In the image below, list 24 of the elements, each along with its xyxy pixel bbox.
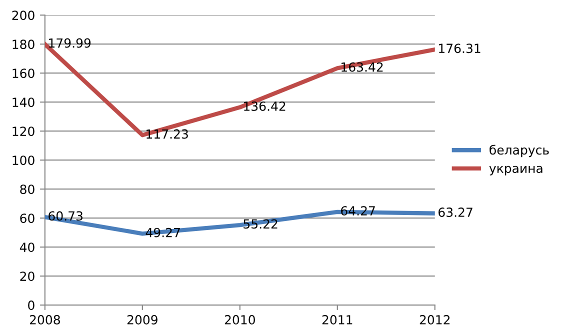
y-tick-label: 20 [20, 272, 34, 282]
legend-label: беларусь [490, 144, 549, 158]
y-tick-label: 120 [12, 126, 34, 136]
x-tick-label: 2011 [322, 315, 352, 324]
y-tick-label: 200 [12, 10, 34, 20]
y-tick-label: 160 [12, 68, 34, 78]
data-label: 117.23 [146, 129, 188, 139]
data-label: 63.27 [438, 208, 472, 217]
y-tick-label: 80 [20, 184, 34, 194]
x-tick-label: 2012 [420, 315, 450, 324]
data-label: 179.99 [49, 38, 91, 48]
legend-label: украина [489, 166, 542, 176]
x-tick-label: 2009 [127, 315, 158, 324]
y-tick-label: 0 [28, 300, 34, 310]
y-tick-label: 40 [20, 242, 34, 252]
data-label: 176.31 [439, 44, 480, 54]
y-tick-label: 180 [12, 40, 34, 50]
x-tick-label: 2010 [224, 315, 255, 324]
y-tick-label: 140 [12, 98, 34, 108]
y-tick-label: 100 [12, 156, 34, 166]
x-tick-label: 2008 [30, 315, 60, 324]
data-label: 136.42 [244, 101, 286, 111]
data-label: 60.73 [48, 211, 82, 221]
y-tick-label: 60 [20, 214, 34, 224]
